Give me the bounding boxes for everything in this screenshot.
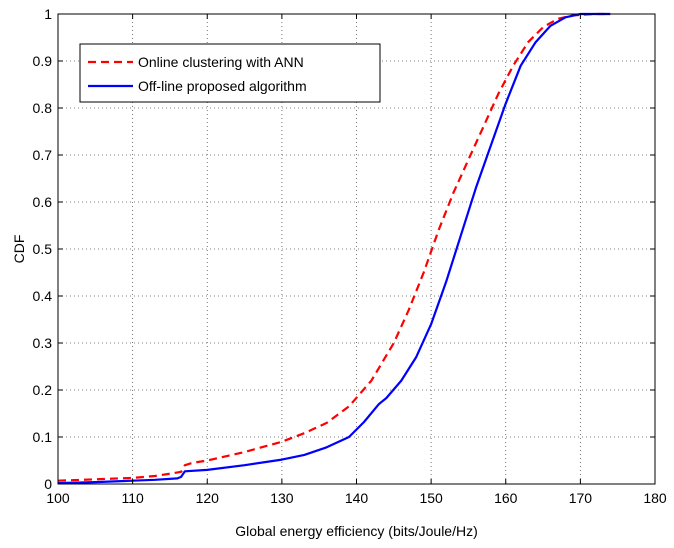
x-tick-label: 140 xyxy=(345,490,369,506)
x-tick-label: 100 xyxy=(46,490,70,506)
y-tick-label: 0.2 xyxy=(33,382,53,398)
x-axis-label: Global energy efficiency (bits/Joule/Hz) xyxy=(235,523,478,539)
series-line-online-clustering xyxy=(57,12,611,482)
y-tick-label: 0.4 xyxy=(33,288,53,304)
tick-labels: 100 110 120 130 140 150 160 170 180 0 0.1 0.2 0.3 0.4… xyxy=(33,6,667,506)
x-tick-label: 120 xyxy=(196,490,220,506)
y-axis-label: CDF xyxy=(11,235,27,264)
y-tick-label: 0.1 xyxy=(33,429,53,445)
y-tick-label: 0.7 xyxy=(33,147,53,163)
legend-label-offline-proposed: Off-line proposed algorithm xyxy=(138,78,307,94)
legend-box xyxy=(79,43,381,103)
x-tick-label: 130 xyxy=(270,490,294,506)
y-tick-label: 1 xyxy=(44,6,52,22)
x-tick-label: 150 xyxy=(419,490,443,506)
y-tick-label: 0.5 xyxy=(33,241,53,257)
legend-label-online-clustering: Online clustering with ANN xyxy=(138,54,304,70)
y-tick-label: 0 xyxy=(44,476,52,492)
x-tick-label: 180 xyxy=(643,490,667,506)
x-tick-label: 170 xyxy=(569,490,593,506)
x-tick-label: 160 xyxy=(494,490,518,506)
y-tick-label: 0.8 xyxy=(33,100,53,116)
x-tick-label: 110 xyxy=(121,490,144,506)
legend: Online clustering with ANN Off-line prop… xyxy=(79,43,381,103)
y-tick-label: 0.9 xyxy=(33,53,53,69)
series-layer xyxy=(57,12,611,485)
y-tick-label: 0.6 xyxy=(33,194,53,210)
series-line-offline-proposed xyxy=(57,12,611,485)
y-tick-label: 0.3 xyxy=(33,335,53,351)
axis-ticks xyxy=(57,13,656,485)
